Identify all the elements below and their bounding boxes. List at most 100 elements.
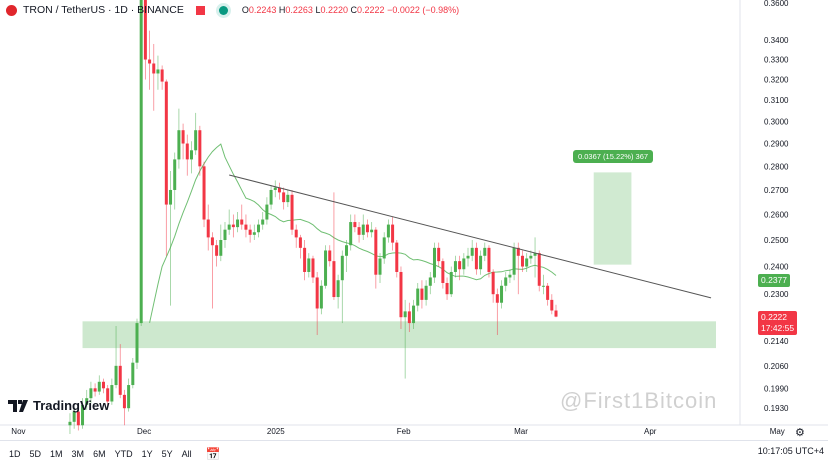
candle-body: [148, 59, 152, 64]
watermark: @First1Bitcoin: [560, 388, 718, 413]
range-3m[interactable]: 3M: [71, 448, 85, 459]
price-tick-label: 0.2400: [764, 263, 789, 272]
candle-body: [495, 294, 499, 303]
time-tick-label: Apr: [644, 427, 657, 436]
candle-body: [156, 69, 160, 74]
candle-body: [336, 280, 340, 298]
range-5d[interactable]: 5D: [29, 448, 42, 459]
range-ytd[interactable]: YTD: [114, 448, 133, 459]
open-value: 0.2243: [248, 5, 277, 15]
change-value: −0.0022 (−0.98%): [387, 5, 460, 15]
price-tick-label: 0.3200: [764, 76, 789, 85]
price-chart[interactable]: 0.3600 0.3400 0.3300 0.3200 0.3100 0.3000 0.29…: [0, 0, 828, 440]
range-1d[interactable]: 1D: [9, 448, 21, 459]
candle-body: [445, 282, 449, 295]
candle-body: [432, 247, 436, 278]
price-tick-label: 0.2140: [764, 337, 789, 346]
candle-body: [240, 219, 244, 225]
candle-body: [110, 385, 114, 402]
time-tick-label: Mar: [514, 427, 528, 436]
last-price-value: 0.2222: [761, 312, 787, 322]
candle-body: [541, 285, 545, 287]
candle-body: [118, 365, 122, 395]
candle-body: [236, 219, 240, 228]
range-6m[interactable]: 6M: [93, 448, 106, 459]
price-tick-label: 0.2300: [764, 290, 789, 299]
candle-body: [160, 69, 164, 82]
candle-body: [189, 150, 193, 160]
candle-body: [315, 277, 319, 309]
candle-body: [139, 0, 143, 324]
candle-body: [487, 247, 491, 272]
candle-body: [164, 81, 168, 205]
time-tick-label: Feb: [397, 427, 411, 436]
candle-body: [550, 299, 554, 311]
candle-body: [76, 411, 80, 426]
candle-body: [533, 253, 537, 256]
symbol-title[interactable]: TRON / TetherUS · 1D · BINANCE: [23, 4, 184, 16]
candle-body: [198, 130, 202, 167]
candle-body: [386, 224, 390, 238]
candle-body: [177, 130, 181, 160]
price-tick-label: 0.1930: [764, 404, 789, 413]
candle-body: [466, 255, 470, 259]
candle-body: [462, 258, 466, 270]
candle-body: [525, 258, 529, 267]
candle-body: [143, 0, 147, 60]
candle-body: [290, 194, 294, 230]
candle-body: [101, 381, 105, 389]
close-label: C: [350, 5, 358, 15]
candle-body: [328, 250, 332, 262]
candle-body: [458, 261, 462, 270]
candle-body: [353, 222, 357, 228]
low-value: 0.2220: [320, 5, 348, 15]
candle-body: [516, 247, 520, 256]
candle-body: [500, 285, 504, 303]
candle-body: [374, 229, 378, 275]
candle-body: [194, 130, 198, 151]
last-price-label: 0.2222 17:42:55: [758, 311, 798, 335]
candle-body: [554, 310, 558, 317]
market-status-icon: [218, 5, 228, 15]
price-tick-label: 0.3600: [764, 0, 789, 8]
range-1y[interactable]: 1Y: [141, 448, 153, 459]
tradingview-logo: TradingView: [8, 398, 109, 413]
candle-body: [97, 381, 101, 392]
candle-body: [474, 247, 478, 270]
gear-icon[interactable]: ⚙: [795, 427, 805, 439]
clock[interactable]: 10:17:05 UTC+4: [757, 446, 824, 456]
candle-body: [470, 247, 474, 256]
tron-logo-icon: [6, 4, 17, 16]
time-tick-label: Dec: [137, 427, 151, 436]
candle-body: [424, 285, 428, 300]
candle-body: [332, 261, 336, 298]
candle-body: [202, 166, 206, 220]
candle-body: [311, 258, 315, 278]
candle-body: [520, 255, 524, 267]
range-5y[interactable]: 5Y: [161, 448, 173, 459]
candle-body: [248, 229, 252, 235]
range-all[interactable]: All: [181, 448, 192, 459]
candle-body: [298, 237, 302, 248]
candle-body: [407, 311, 411, 324]
candle-body: [68, 421, 72, 426]
flag-icon[interactable]: [195, 5, 205, 15]
candle-body: [85, 398, 89, 405]
candle-body: [453, 261, 457, 272]
candle-body: [244, 224, 248, 230]
measure-box: [593, 172, 632, 265]
time-tick-label: Nov: [11, 427, 25, 436]
candle-body: [261, 219, 265, 225]
candle-body: [483, 247, 487, 256]
candle-body: [399, 271, 403, 318]
candle-body: [114, 365, 118, 386]
candle-body: [416, 288, 420, 306]
candle-body: [437, 247, 441, 262]
candle-body: [294, 229, 298, 238]
candle-body: [340, 255, 344, 281]
calendar-goto-icon[interactable]: 📅: [205, 446, 221, 461]
price-tick-label: 0.3300: [764, 56, 789, 65]
candle-body: [106, 388, 110, 402]
candle-body: [223, 229, 227, 240]
range-1m[interactable]: 1M: [50, 448, 63, 459]
